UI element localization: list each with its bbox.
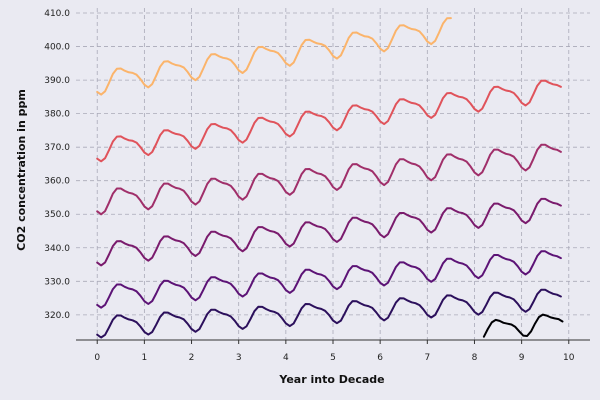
y-tick-label: 380.0 [44, 110, 70, 120]
y-tick-label: 340.0 [44, 244, 70, 254]
x-tick-label: 1 [142, 353, 148, 363]
series-lines [96, 17, 564, 339]
x-tick-label: 7 [424, 353, 430, 363]
x-tick-label: 9 [519, 353, 525, 363]
y-tick-label: 320.0 [44, 311, 70, 321]
x-tick-label: 6 [377, 353, 383, 363]
grid [76, 8, 590, 340]
series-line-2 [96, 288, 562, 339]
series-line-5 [96, 143, 562, 216]
x-tick-label: 4 [283, 353, 289, 363]
x-tick-label: 0 [94, 353, 100, 363]
x-tick-label: 2 [189, 353, 195, 363]
series-line-7 [96, 17, 452, 96]
x-tick-label: 10 [563, 353, 575, 363]
series-line-6 [96, 79, 562, 163]
y-tick-label: 350.0 [44, 210, 70, 220]
x-tick-label: 8 [472, 353, 478, 363]
y-tick-label: 360.0 [44, 177, 70, 187]
y-tick-label: 410.0 [44, 9, 70, 19]
y-tick-label: 390.0 [44, 76, 70, 86]
series-line-1 [482, 313, 564, 338]
x-tick-label: 3 [236, 353, 242, 363]
y-tick-label: 370.0 [44, 143, 70, 153]
x-tick-label: 5 [330, 353, 336, 363]
series-line-4 [96, 197, 562, 267]
axes: 320.0 330.0 340.0 350.0 360.0 370.0 380.0 390.0… [44, 9, 590, 363]
y-tick-label: 400.0 [44, 43, 70, 53]
y-axis-label: CO2 concentration in ppm [15, 89, 28, 251]
y-tick-label: 330.0 [44, 277, 70, 287]
x-axis-label: Year into Decade [278, 373, 384, 386]
series-line-3 [96, 250, 562, 309]
